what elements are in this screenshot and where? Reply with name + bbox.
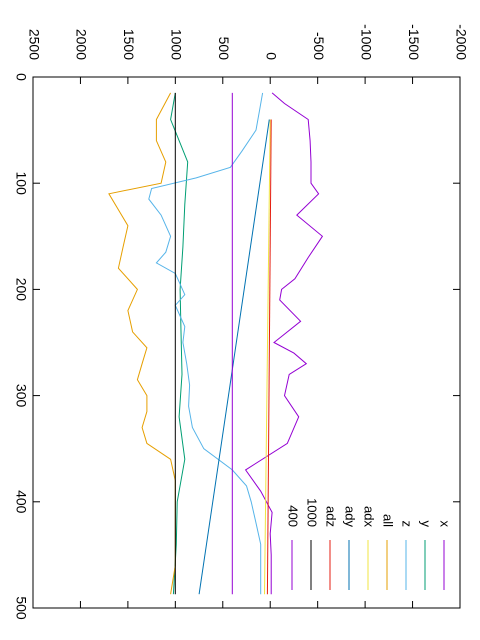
x-tick-label: 200 [13,278,29,302]
series-line-ady [198,119,270,595]
x-tick-label: 300 [13,384,29,408]
legend-label-z: z [400,521,415,528]
tick-labels: 0 100 200 300 400 500 -2000 -1500 -1000 -500 0 500 1… [13,24,469,620]
series-lines [108,92,324,595]
y-tick-label: -1000 [358,24,374,60]
legend-label-adz: adz [324,506,339,527]
y-tick-label: 1000 [169,29,185,60]
legend-label-x: x [438,521,453,528]
y-tick-label: 0 [264,52,280,60]
series-line-adz [266,119,272,595]
legend-label-y: y [419,521,434,528]
x-tick-label: 500 [13,596,29,620]
y-tick-label: -1500 [406,24,422,60]
x-tick-label: 0 [13,73,29,81]
axis-ticks [32,76,461,609]
y-tick-label: -2000 [453,24,469,60]
series-line-adx [264,119,271,595]
series-line-y [170,92,189,595]
y-tick-label: 2000 [74,29,90,60]
legend-label-all: all [381,514,396,527]
x-tick-label: 100 [13,172,29,196]
y-tick-label: 500 [216,37,232,61]
legend-label-ady: ady [343,506,358,527]
x-tick-label: 400 [13,490,29,514]
y-tick-label: 1500 [121,29,137,60]
series-line-x [244,92,324,595]
legend-label-adx: adx [362,506,377,527]
legend-label-400: 400 [286,505,301,527]
y-tick-label: -500 [311,32,327,60]
plot-frame [32,76,461,609]
legend-label-1000: 1000 [305,498,320,527]
y-tick-label: 2500 [26,29,42,60]
